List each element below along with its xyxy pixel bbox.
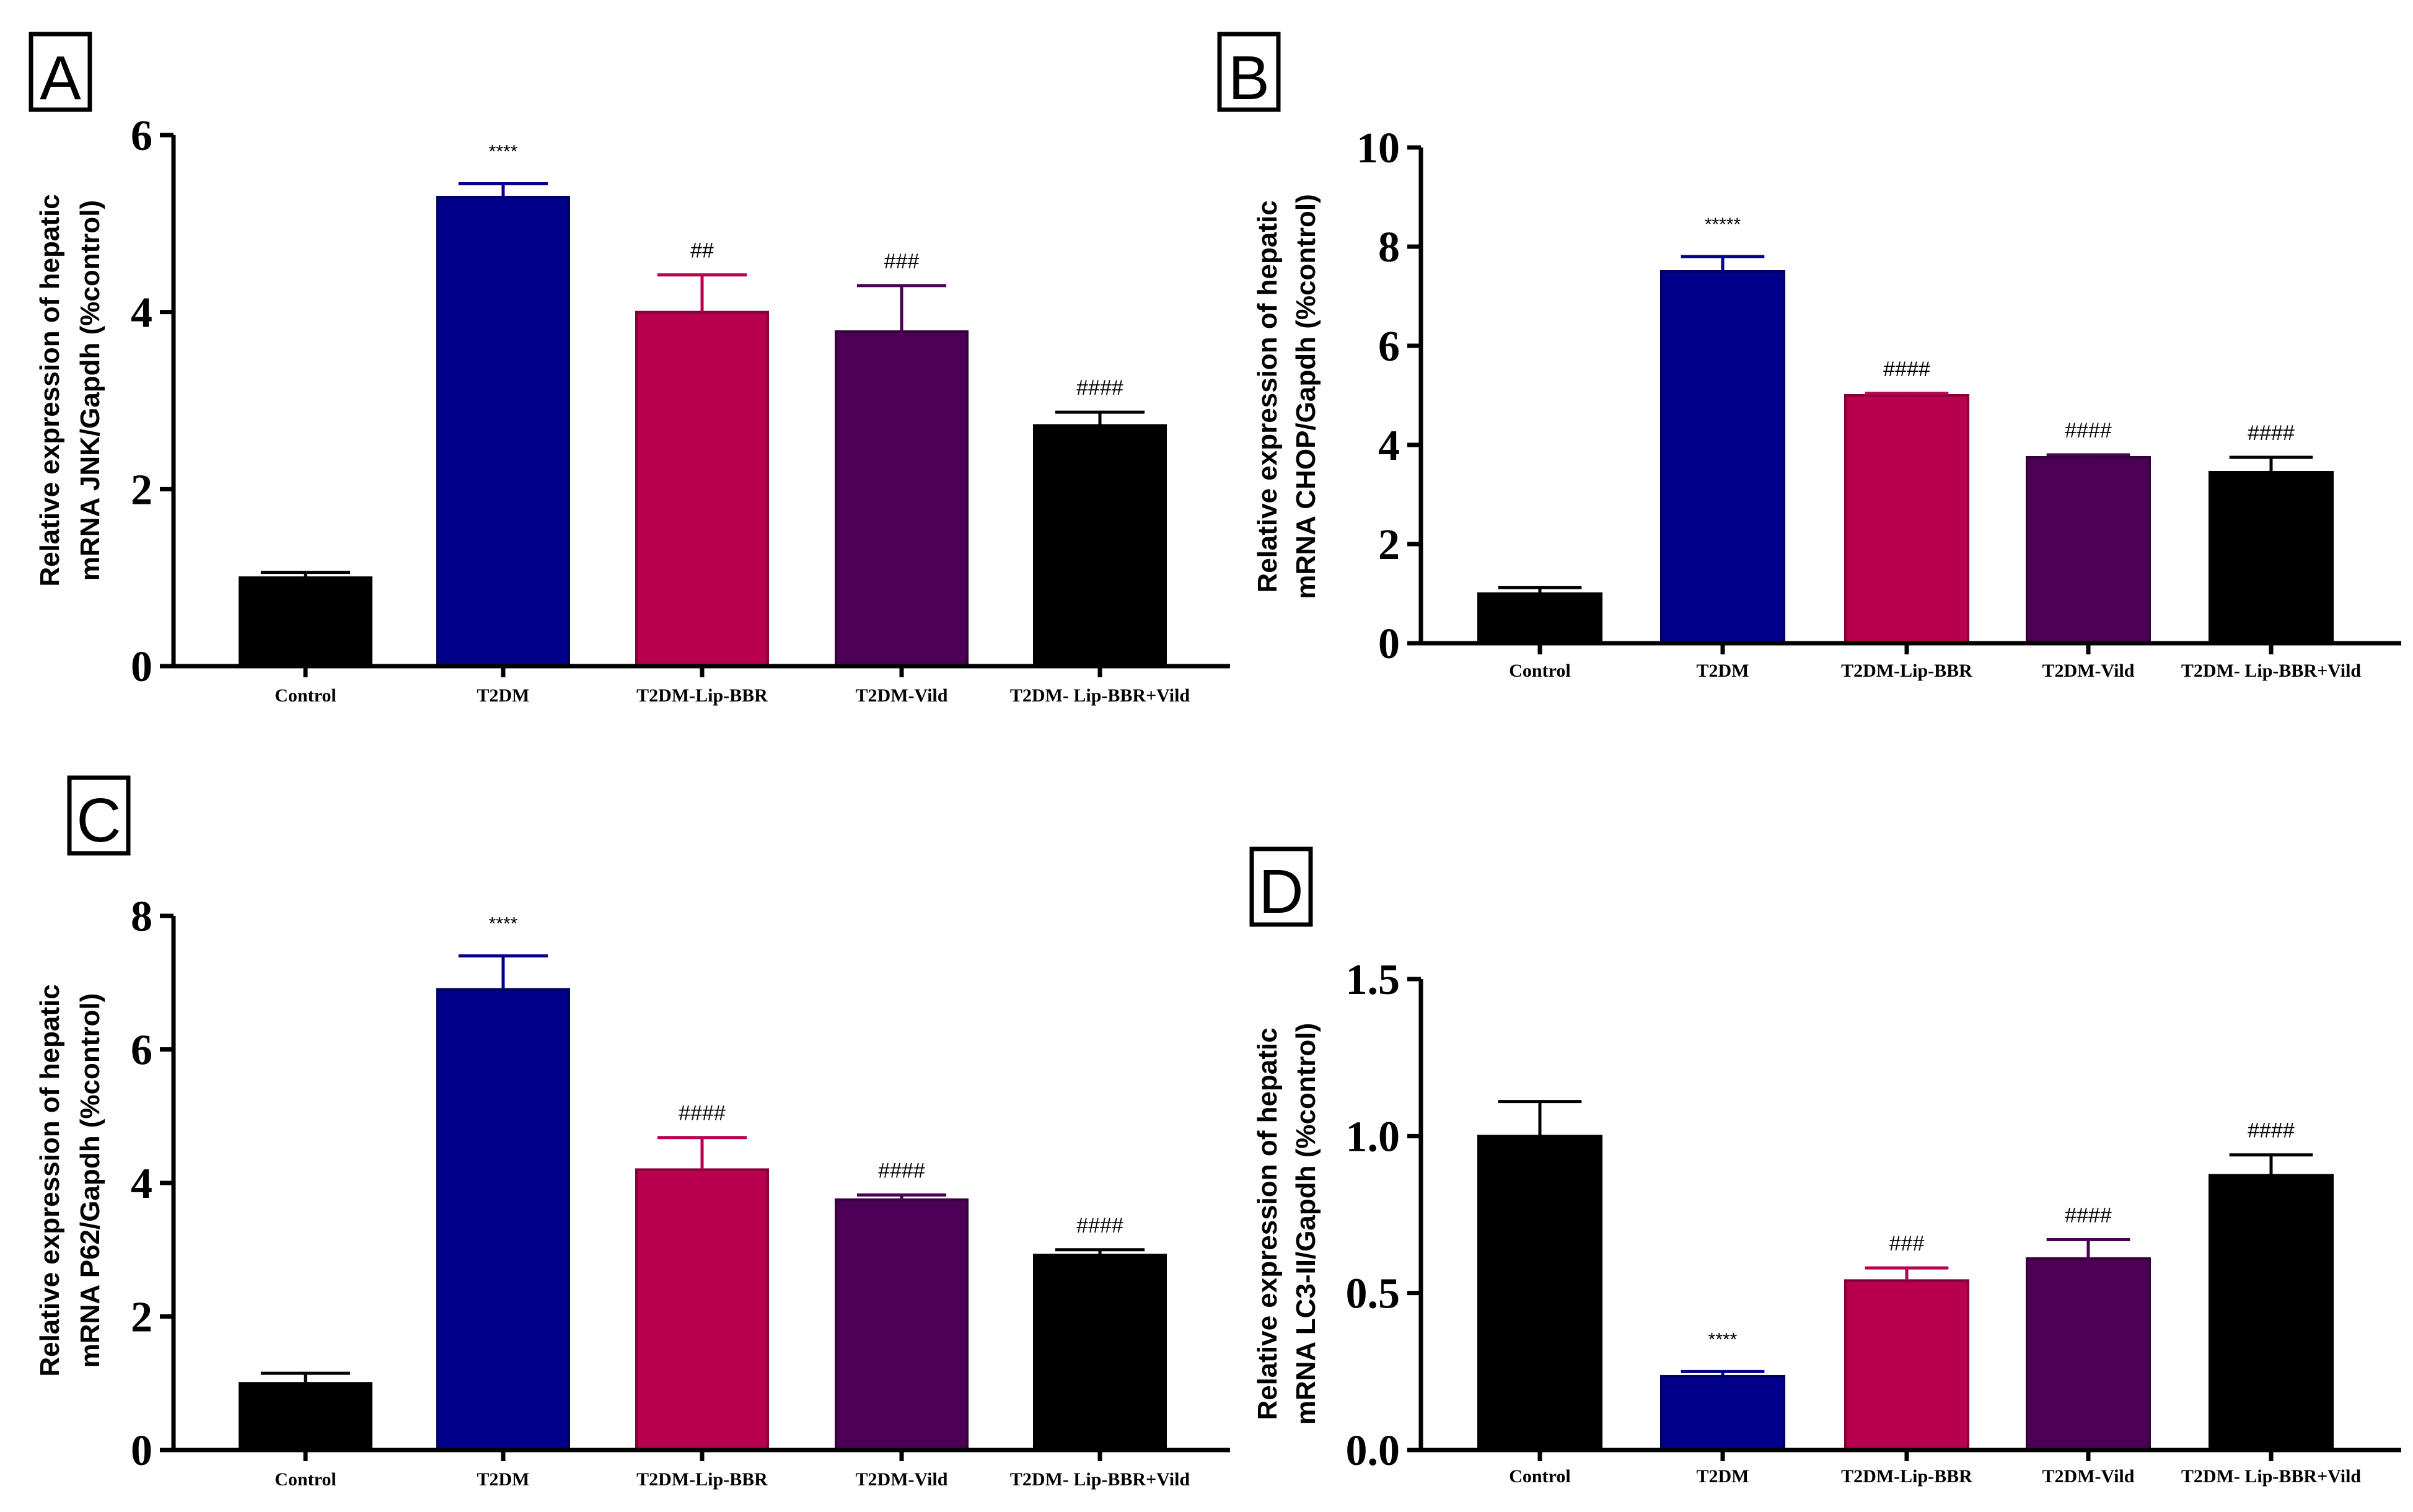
significance-label: ***** xyxy=(1705,214,1741,235)
bar-t2dm-lip-bbr xyxy=(635,1168,769,1451)
bar-t2dm xyxy=(436,195,570,667)
bar-t2dm-lip-bbr-vild xyxy=(2209,1174,2334,1451)
y-axis-label: mRNA P62/Gapdh (%control) xyxy=(75,993,105,1368)
panel-letter: B xyxy=(1228,43,1270,113)
x-tick-label: Control xyxy=(1509,1466,1570,1487)
x-tick-label: T2DM-Vild xyxy=(856,1469,948,1490)
y-tick-label: 0.5 xyxy=(1346,1270,1400,1318)
panel-letter: C xyxy=(76,786,121,855)
y-axis-label: Relative expression of hepatic xyxy=(35,194,65,586)
x-tick-label: T2DM xyxy=(477,1469,530,1490)
panel-a: A Relative expression of hepatic mRNA JNK/… xyxy=(29,32,1230,706)
panel-letter: D xyxy=(1259,857,1303,926)
y-tick-label: 0 xyxy=(131,1427,152,1475)
y-tick-label: 1.0 xyxy=(1346,1113,1400,1161)
significance-label: ### xyxy=(1889,1232,1925,1255)
y-tick-label: 0 xyxy=(1378,620,1400,668)
y-tick-label: 0 xyxy=(131,643,152,691)
y-tick-label: 2 xyxy=(131,1294,152,1342)
bar-t2dm-lip-bbr-vild xyxy=(2209,471,2334,644)
panel-letter: A xyxy=(40,43,81,113)
significance-label: #### xyxy=(2065,1204,2112,1228)
x-tick-label: T2DM- Lip-BBR+Vild xyxy=(2181,661,2362,681)
bar-t2dm-lip-bbr xyxy=(635,310,769,667)
x-tick-label: Control xyxy=(275,1469,336,1490)
x-tick-label: T2DM-Lip-BBR xyxy=(1841,661,1972,681)
significance-label: #### xyxy=(2065,419,2112,442)
significance-label: **** xyxy=(489,142,518,162)
x-tick-label: Control xyxy=(275,685,336,706)
y-tick-label: 6 xyxy=(131,112,152,160)
y-axis-label: mRNA CHOP/Gapdh (%control) xyxy=(1291,194,1321,599)
x-tick-label: T2DM-Lip-BBR xyxy=(1841,1466,1972,1487)
y-tick-label: 1.5 xyxy=(1346,956,1400,1004)
significance-label: #### xyxy=(1076,1214,1123,1237)
bar-t2dm-vild xyxy=(835,330,969,667)
y-axis-label: Relative expression of hepatic xyxy=(1252,200,1283,592)
y-tick-label: 2 xyxy=(1378,521,1400,569)
panel-d: D Relative expression of hepatic mRNA LC3-… xyxy=(1249,846,2401,1487)
bar-t2dm-lip-bbr xyxy=(1844,1279,1969,1451)
x-tick-label: T2DM-Lip-BBR xyxy=(636,1469,768,1490)
bar-t2dm-lip-bbr-vild xyxy=(1033,1254,1167,1451)
significance-label: #### xyxy=(878,1159,925,1182)
y-axis-label: Relative expression of hepatic xyxy=(1252,1027,1283,1420)
bar-control xyxy=(1477,1135,1602,1452)
x-tick-label: Control xyxy=(1509,661,1570,681)
x-tick-label: T2DM xyxy=(477,685,530,706)
y-axis-label: mRNA JNK/Gapdh (%control) xyxy=(75,200,105,581)
bar-t2dm-lip-bbr xyxy=(1844,394,1969,644)
y-tick-label: 2 xyxy=(131,466,152,514)
y-axis-label: mRNA LC3-II/Gapdh (%control) xyxy=(1291,1023,1321,1425)
y-tick-label: 10 xyxy=(1356,125,1400,172)
significance-label: #### xyxy=(2248,1119,2295,1143)
y-tick-label: 8 xyxy=(1378,224,1400,271)
panel-label-box xyxy=(1217,32,1281,112)
x-tick-label: T2DM-Vild xyxy=(856,685,948,706)
panel-label-box xyxy=(29,32,92,112)
x-tick-label: T2DM- Lip-BBR+Vild xyxy=(1010,1469,1190,1490)
y-tick-label: 0.0 xyxy=(1346,1427,1400,1475)
y-tick-label: 4 xyxy=(131,289,152,337)
x-tick-label: T2DM-Vild xyxy=(2042,1466,2135,1487)
panel-b: B Relative expression of hepatic mRNA CHOP… xyxy=(1217,32,2401,681)
y-axis-label: Relative expression of hepatic xyxy=(35,984,65,1376)
bar-t2dm xyxy=(1660,270,1785,644)
significance-label: ## xyxy=(690,239,714,263)
significance-label: **** xyxy=(1708,1329,1738,1350)
bar-t2dm-vild xyxy=(835,1198,969,1451)
significance-label: #### xyxy=(679,1102,726,1125)
x-tick-label: T2DM xyxy=(1697,1466,1749,1487)
bar-control xyxy=(239,1382,372,1451)
bar-control xyxy=(1477,592,1602,644)
x-tick-label: T2DM- Lip-BBR+Vild xyxy=(2181,1466,2362,1487)
y-tick-label: 8 xyxy=(131,893,152,941)
y-tick-label: 6 xyxy=(1378,323,1400,371)
panel-c: C Relative expression of hepatic mRNA P62/… xyxy=(35,775,1230,1490)
x-tick-label: T2DM- Lip-BBR+Vild xyxy=(1010,685,1190,706)
bar-t2dm xyxy=(436,988,570,1451)
significance-label: **** xyxy=(489,914,518,934)
significance-label: #### xyxy=(1076,376,1123,400)
significance-label: ### xyxy=(884,250,920,273)
y-tick-label: 4 xyxy=(1378,422,1400,470)
bar-t2dm-vild xyxy=(2026,456,2151,644)
bar-t2dm-lip-bbr-vild xyxy=(1033,424,1167,667)
y-tick-label: 6 xyxy=(131,1027,152,1075)
x-tick-label: T2DM-Lip-BBR xyxy=(636,685,768,706)
panel-label-box xyxy=(67,775,131,856)
y-tick-label: 4 xyxy=(131,1160,152,1208)
x-tick-label: T2DM-Vild xyxy=(2042,661,2135,681)
bar-t2dm-vild xyxy=(2026,1257,2151,1452)
significance-label: #### xyxy=(1883,358,1930,381)
bar-t2dm xyxy=(1660,1374,1785,1452)
panel-label-box xyxy=(1249,846,1313,927)
x-tick-label: T2DM xyxy=(1697,661,1749,681)
significance-label: #### xyxy=(2248,421,2295,445)
bar-control xyxy=(239,576,372,668)
